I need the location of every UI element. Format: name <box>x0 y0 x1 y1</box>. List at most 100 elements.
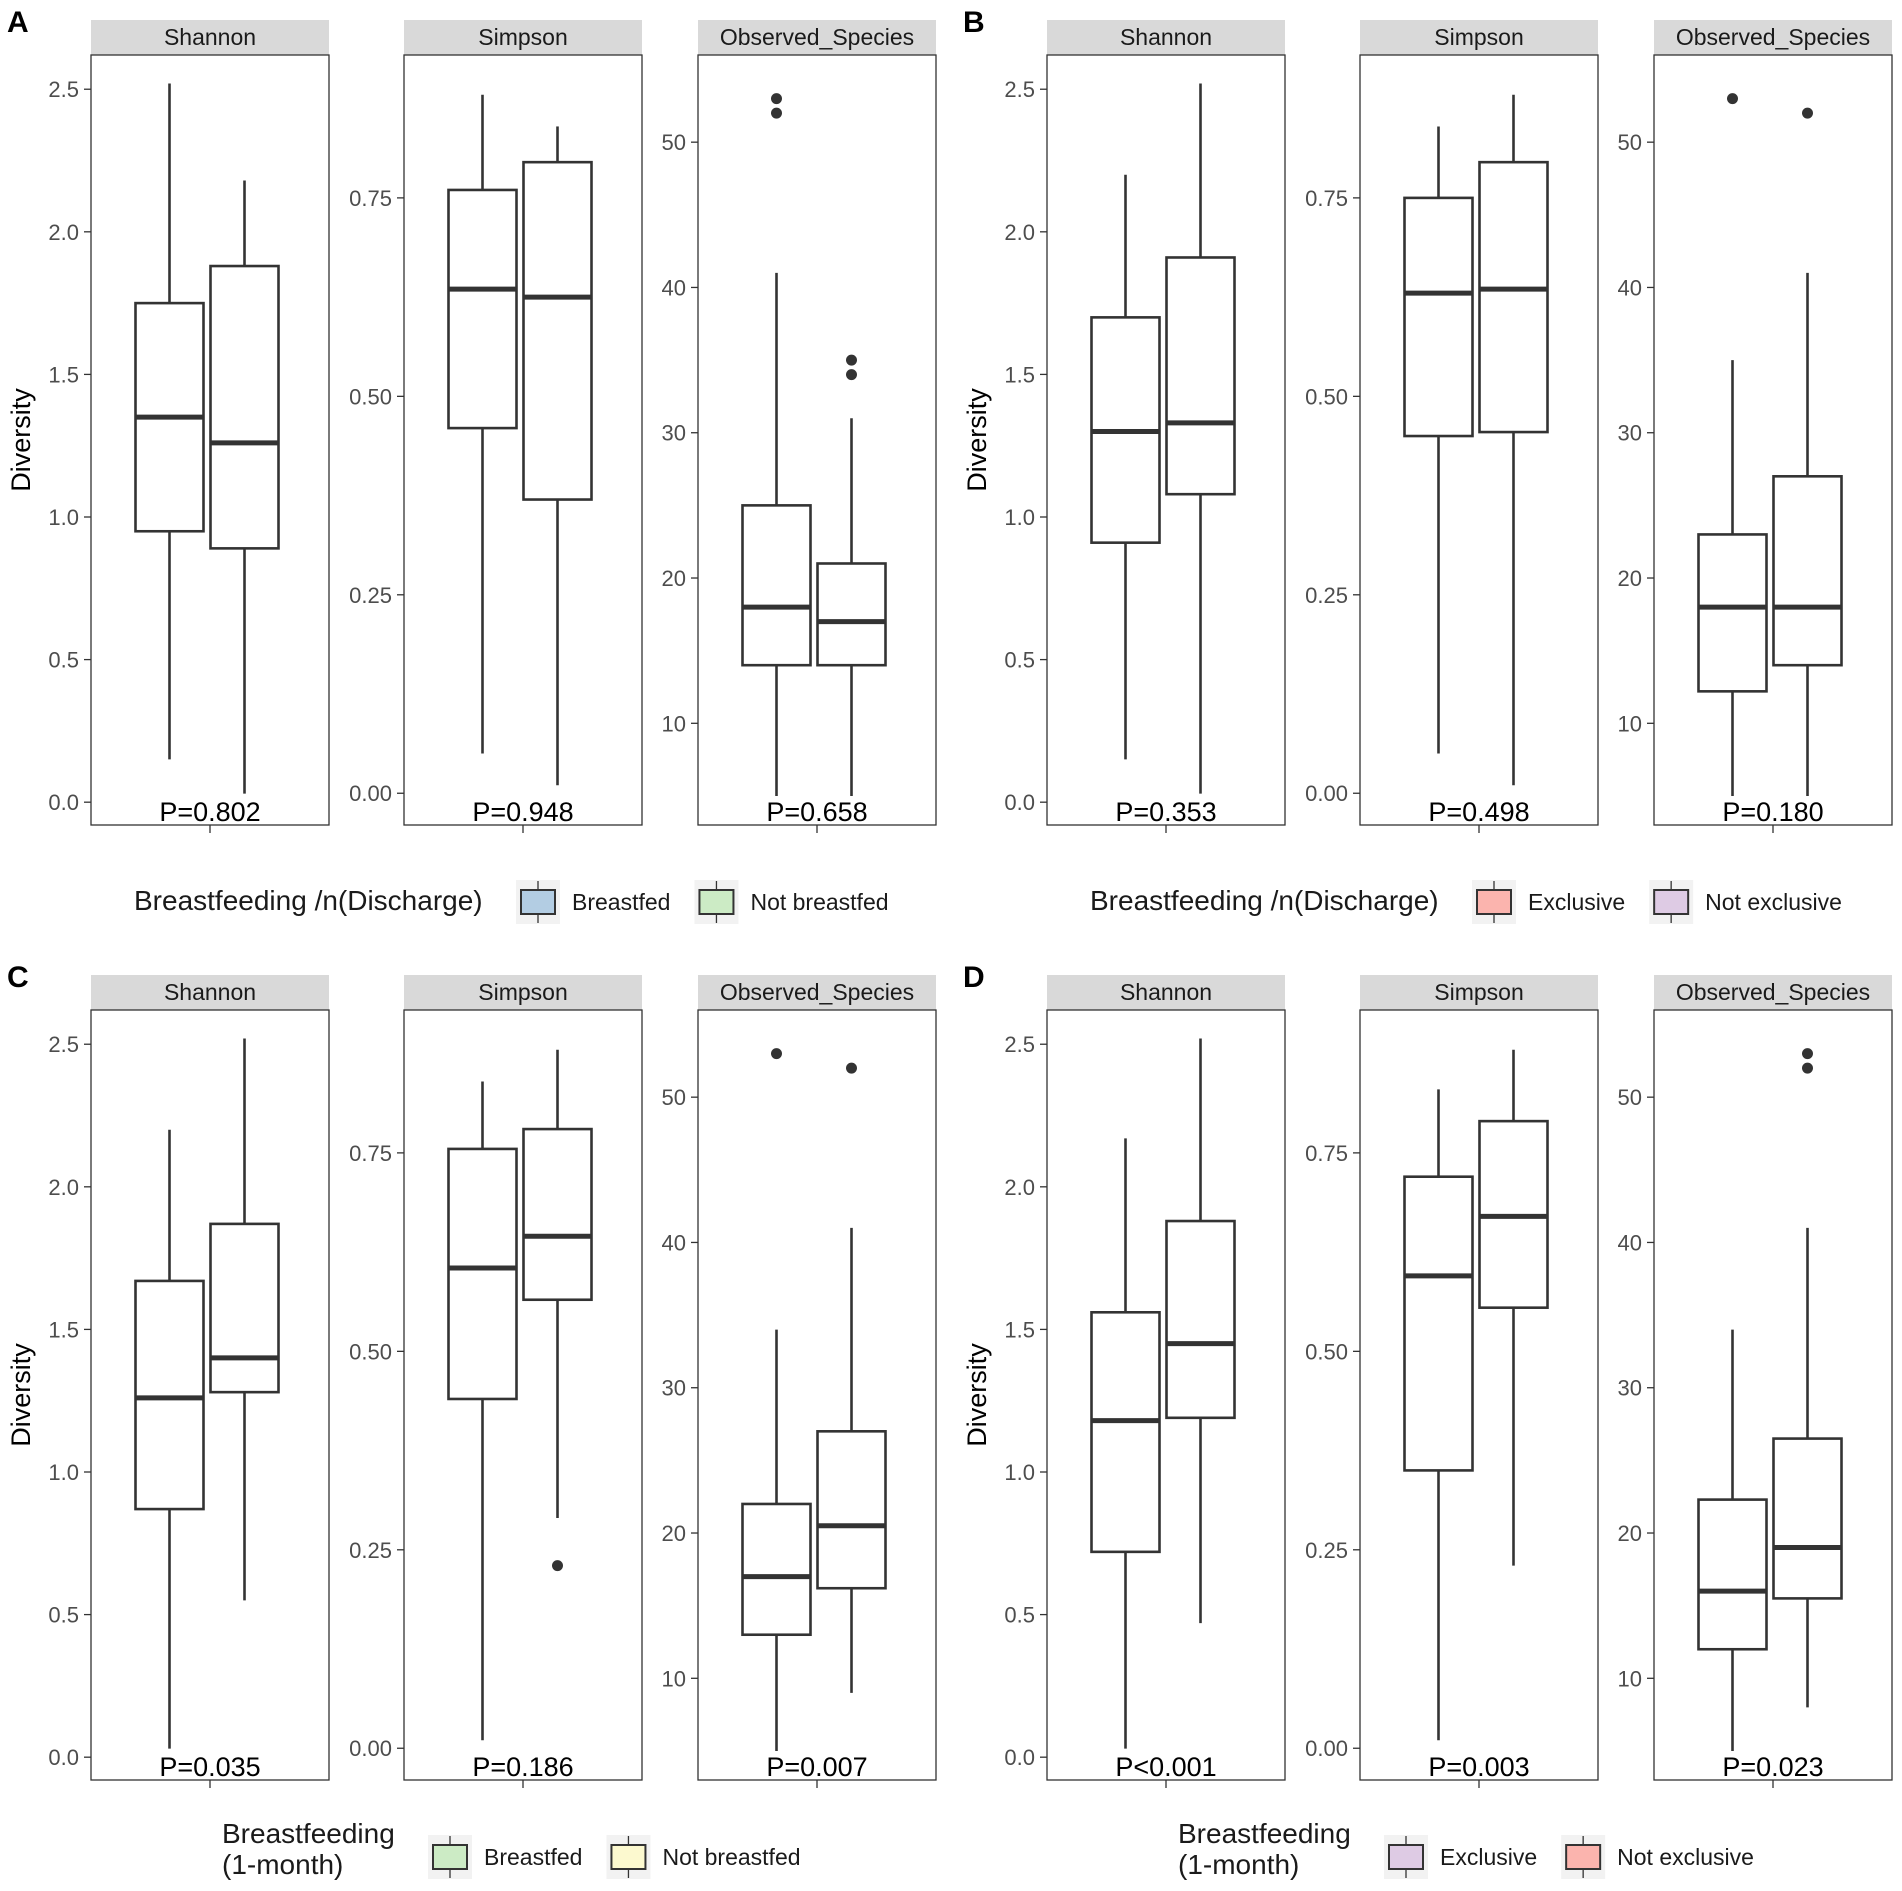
y-tick-label: 0.25 <box>349 583 392 608</box>
y-tick-label: 0.50 <box>1305 384 1348 409</box>
outlier-point <box>771 107 782 119</box>
y-tick-label: 0.25 <box>1305 1538 1348 1563</box>
legend-title: Breastfeeding <box>222 1818 395 1849</box>
y-tick-label: 20 <box>662 566 686 591</box>
y-tick-label: 0.50 <box>1305 1339 1348 1364</box>
y-tick-label: 20 <box>662 1521 686 1546</box>
y-tick-label: 2.5 <box>48 77 79 102</box>
plot-frame <box>1653 1009 1893 1781</box>
legend: Breastfeeding /n(Discharge) Breastfed Not … <box>134 880 889 924</box>
y-tick-label: 30 <box>1618 1376 1642 1401</box>
panel-letter-label: D <box>963 961 985 994</box>
plot-frame <box>1653 54 1893 826</box>
legend: Breastfeeding(1-month) Exclusive Not exclu… <box>1178 1818 1754 1880</box>
y-tick-label: 0.0 <box>1004 790 1035 815</box>
y-axis-title: Diversity <box>6 1343 36 1447</box>
facet-strip <box>1047 975 1285 1010</box>
legend-item-exclusive: Exclusive <box>1472 880 1625 924</box>
y-tick-label: 50 <box>1618 130 1642 155</box>
y-tick-label: 0.00 <box>349 1736 392 1761</box>
iqr-box <box>1772 475 1843 667</box>
y-tick-label: 0.75 <box>1305 1141 1348 1166</box>
facet-title: Observed_Species <box>720 24 914 50</box>
box-not-exclusive <box>1772 1048 1843 1708</box>
p-value-label: P=0.186 <box>472 1752 573 1782</box>
iqr-box <box>209 264 280 550</box>
panel-a: A Diversity Shannon 0.0 0.5 1.0 1.5 2.0 2.5 P=0.8… <box>6 6 937 924</box>
y-tick-label: 0.50 <box>349 384 392 409</box>
plot-frame <box>403 1009 643 1781</box>
y-tick-label: 2.5 <box>48 1032 79 1057</box>
facet-strip <box>1360 975 1598 1010</box>
legend: Breastfeeding /n(Discharge) Exclusive Not … <box>1090 880 1842 924</box>
outlier-point <box>1802 107 1813 119</box>
facet-strip <box>1047 20 1285 55</box>
y-tick-label: 1.5 <box>1004 1317 1035 1342</box>
legend-label: Exclusive <box>1528 889 1625 915</box>
p-value-label: P=0.023 <box>1722 1752 1823 1782</box>
facet-observed-species: Observed_Species 10 20 30 40 50 P=0.023 <box>1618 975 1893 1788</box>
y-tick-label: 0.75 <box>349 186 392 211</box>
facet-observed-species: Observed_Species 10 20 30 40 50 P=0.658 <box>662 20 937 833</box>
box-not-exclusive <box>1165 83 1236 794</box>
legend-swatch <box>432 1844 468 1870</box>
facet-shannon: Shannon 0.0 0.5 1.0 1.5 2.0 2.5 P=0.035 <box>48 975 330 1788</box>
y-tick-label: 1.5 <box>48 1317 79 1342</box>
facet-simpson: Simpson 0.00 0.25 0.50 0.75 P=0.498 <box>1305 20 1599 833</box>
p-value-label: P=0.007 <box>766 1752 867 1782</box>
y-tick-label: 0.75 <box>1305 186 1348 211</box>
y-tick-label: 0.5 <box>48 648 79 673</box>
box-exclusive <box>1090 174 1161 760</box>
iqr-box <box>1772 1437 1843 1600</box>
y-tick-label: 0.50 <box>349 1339 392 1364</box>
legend-swatch <box>1388 1844 1424 1870</box>
iqr-box <box>522 160 593 501</box>
y-tick-label: 2.0 <box>48 1175 79 1200</box>
y-tick-label: 1.0 <box>48 505 79 530</box>
facet-title: Shannon <box>1120 979 1212 1005</box>
iqr-box <box>447 188 518 430</box>
box-not-exclusive <box>1478 94 1549 786</box>
y-tick-label: 10 <box>662 711 686 736</box>
y-tick-label: 0.0 <box>48 1745 79 1770</box>
legend-label: Not breastfed <box>662 1844 800 1870</box>
facet-title: Shannon <box>1120 24 1212 50</box>
legend-label: Not exclusive <box>1705 889 1842 915</box>
box-not-breastfed <box>816 354 887 796</box>
outlier-point <box>552 1560 563 1572</box>
y-tick-label: 0.00 <box>349 781 392 806</box>
panel-b: B Diversity Shannon 0.0 0.5 1.0 1.5 2.0 2.5 P=0.3… <box>962 6 1893 924</box>
box-exclusive <box>1403 1089 1474 1741</box>
legend-item-not-exclusive: Not exclusive <box>1561 1835 1754 1879</box>
legend-swatch <box>1653 889 1690 915</box>
facet-strip <box>698 975 936 1010</box>
box-breastfed <box>134 1129 205 1749</box>
y-tick-label: 10 <box>1618 711 1642 736</box>
y-tick-label: 10 <box>662 1666 686 1691</box>
legend-title-line2: (1-month) <box>222 1849 343 1880</box>
y-tick-label: 50 <box>662 130 686 155</box>
legend-title: Breastfeeding /n(Discharge) <box>134 885 483 916</box>
y-tick-label: 40 <box>1618 275 1642 300</box>
iqr-box <box>741 1502 812 1637</box>
y-tick-label: 2.5 <box>1004 1032 1035 1057</box>
box-not-exclusive <box>1478 1049 1549 1566</box>
facet-strip <box>698 20 936 55</box>
y-tick-label: 1.0 <box>1004 1460 1035 1485</box>
iqr-box <box>816 1430 887 1590</box>
y-tick-label: 40 <box>1618 1230 1642 1255</box>
iqr-box <box>134 1279 205 1511</box>
p-value-label: P=0.353 <box>1115 797 1216 827</box>
facet-title: Shannon <box>164 24 256 50</box>
box-not-exclusive <box>1772 107 1843 796</box>
iqr-box <box>741 504 812 667</box>
facet-simpson: Simpson 0.00 0.25 0.50 0.75 P=0.186 <box>349 975 643 1788</box>
box-not-breastfed <box>209 1038 280 1601</box>
iqr-box <box>1697 1498 1768 1651</box>
facet-strip <box>1360 20 1598 55</box>
iqr-box <box>447 1147 518 1401</box>
plot-frame <box>697 1009 937 1781</box>
box-exclusive <box>1697 1329 1768 1751</box>
facet-simpson: Simpson 0.00 0.25 0.50 0.75 P=0.003 <box>1305 975 1599 1788</box>
outlier-point <box>846 1062 857 1074</box>
